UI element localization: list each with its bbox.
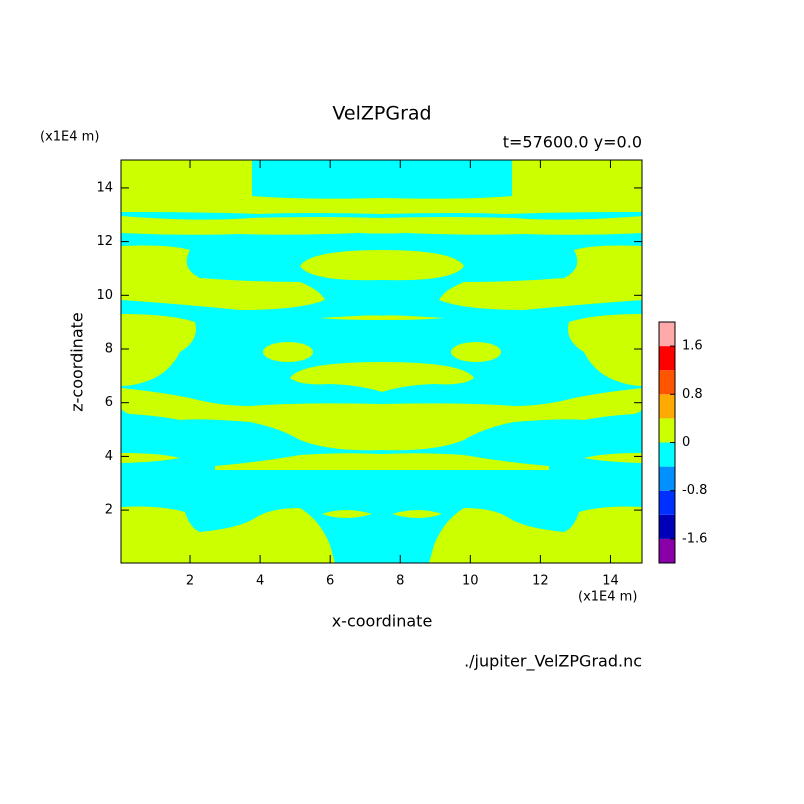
subtitle: t=57600.0 y=0.0 <box>503 133 642 152</box>
colorbar-tick-label: 0.8 <box>682 387 703 402</box>
y-unit: (x1E4 m) <box>40 130 99 145</box>
colorbar-bin <box>659 490 675 515</box>
source-file: ./jupiter_VelZPGrad.nc <box>464 652 642 672</box>
y-tick-label: 2 <box>105 503 113 518</box>
x-tick-label: 4 <box>256 574 264 589</box>
x-axis-label: x-coordinate <box>332 612 433 631</box>
colorbar-bin <box>659 466 675 491</box>
colorbar-bin <box>659 394 675 419</box>
x-tick-label: 6 <box>326 574 334 589</box>
colorbar-tick-label: -0.8 <box>682 483 707 498</box>
y-tick-label: 14 <box>96 180 113 195</box>
colorbar-bin <box>659 346 675 371</box>
x-tick-label: 10 <box>462 574 479 589</box>
y-tick-label: 8 <box>105 342 113 357</box>
x-tick-label: 12 <box>532 574 549 589</box>
x-tick-label: 8 <box>396 574 404 589</box>
y-tick-label: 6 <box>105 395 113 410</box>
y-axis-label: z-coordinate <box>68 312 87 412</box>
colorbar-tick-label: 1.6 <box>682 339 703 354</box>
y-tick-label: 4 <box>105 449 113 464</box>
contour-field <box>121 160 642 563</box>
plot-frame <box>120 159 643 564</box>
colorbar-bin <box>659 514 675 539</box>
y-tick-label: 10 <box>96 288 113 303</box>
x-tick-label: 14 <box>602 574 619 589</box>
colorbar-bin <box>659 370 675 395</box>
chart-title: VelZPGrad <box>332 103 431 125</box>
colorbar-tick-label: 0 <box>682 435 690 450</box>
x-tick-label: 2 <box>186 574 194 589</box>
colorbar-bin <box>659 418 675 443</box>
colorbar-tick-label: -1.6 <box>682 531 707 546</box>
colorbar-bin <box>659 442 675 467</box>
x-unit: (x1E4 m) <box>578 590 637 605</box>
colorbar-bin <box>659 322 675 347</box>
colorbar-bin <box>659 538 675 563</box>
y-tick-label: 12 <box>96 234 113 249</box>
